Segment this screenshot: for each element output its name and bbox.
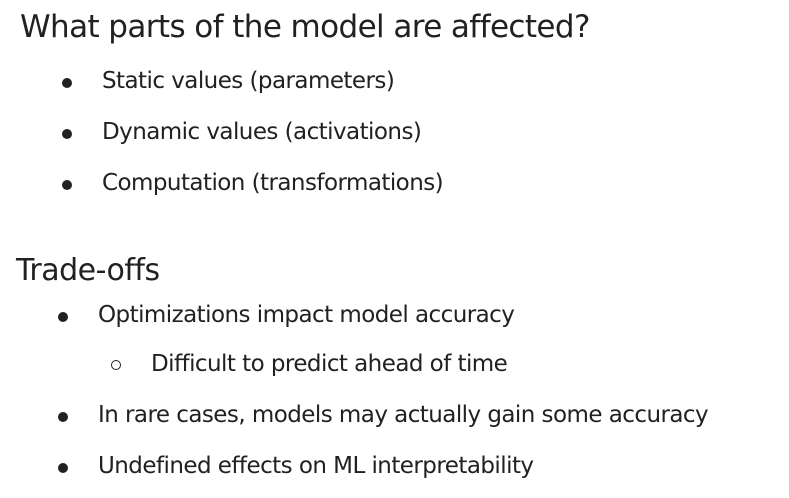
bullet-icon (62, 180, 72, 190)
bullet-icon (58, 463, 68, 473)
list-item-text: Optimizations impact model accuracy (98, 302, 515, 328)
list-item-text: In rare cases, models may actually gain … (98, 402, 709, 428)
list-item-text: Undefined effects on ML interpretability (98, 453, 534, 479)
sub-list-item-text: Difficult to predict ahead of time (151, 351, 508, 377)
bullet-icon (58, 412, 68, 422)
section-heading-affected-parts: What parts of the model are affected? (20, 9, 590, 45)
list-item-text: Static values (parameters) (102, 68, 395, 94)
list-item-text: Computation (transformations) (102, 170, 444, 196)
list-item-text: Dynamic values (activations) (102, 119, 422, 145)
bullet-icon (58, 312, 68, 322)
bullet-icon (62, 78, 72, 88)
hollow-bullet-icon (111, 360, 121, 370)
bullet-icon (62, 129, 72, 139)
section-heading-trade-offs: Trade-offs (16, 253, 160, 288)
